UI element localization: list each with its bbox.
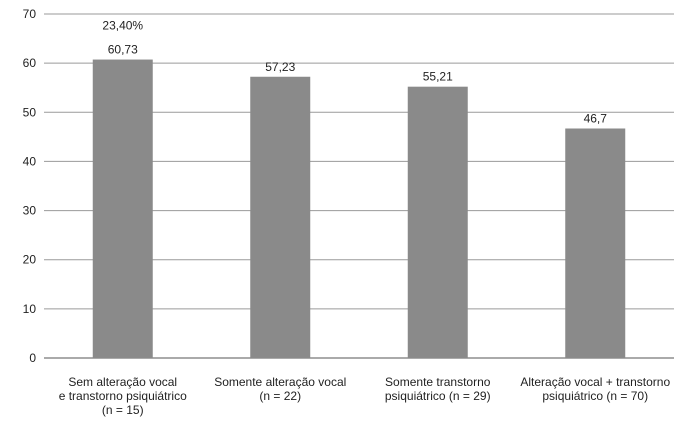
- y-tick-label: 20: [23, 253, 37, 267]
- bar: [565, 128, 626, 358]
- category-label: psiquiátrico (n = 70): [542, 389, 648, 403]
- data-label: 57,23: [265, 60, 295, 74]
- bar: [250, 76, 311, 358]
- y-tick-label: 10: [23, 302, 37, 316]
- category-label: e transtorno psiquiátrico: [59, 389, 187, 403]
- annotation-label: 23,40%: [102, 19, 143, 33]
- category-label: (n = 22): [259, 389, 301, 403]
- annotations: 23,40%: [102, 19, 143, 33]
- bars: [92, 59, 626, 359]
- category-label: Alteração vocal + transtorno: [520, 375, 670, 389]
- bar: [92, 59, 153, 359]
- y-tick-label: 50: [23, 105, 37, 119]
- y-tick-label: 60: [23, 56, 37, 70]
- category-label: Sem alteração vocal: [68, 375, 177, 389]
- y-tick-label: 40: [23, 154, 37, 168]
- y-tick-label: 70: [23, 7, 37, 21]
- category-label: psiquiátrico (n = 29): [385, 389, 491, 403]
- y-tick-label: 30: [23, 204, 37, 218]
- bar: [407, 86, 468, 359]
- data-label: 46,7: [584, 112, 608, 126]
- y-tick-label: 0: [29, 351, 36, 365]
- data-label: 60,73: [108, 43, 138, 57]
- data-label: 55,21: [423, 70, 453, 84]
- category-label: Somente alteração vocal: [214, 375, 346, 389]
- data-labels: 60,73 57,23 55,21 46,7: [108, 43, 608, 126]
- category-label: (n = 15): [102, 403, 144, 417]
- y-axis-ticks: 0 10 20 30 40 50 60 70: [23, 7, 37, 365]
- category-label: Somente transtorno: [385, 375, 491, 389]
